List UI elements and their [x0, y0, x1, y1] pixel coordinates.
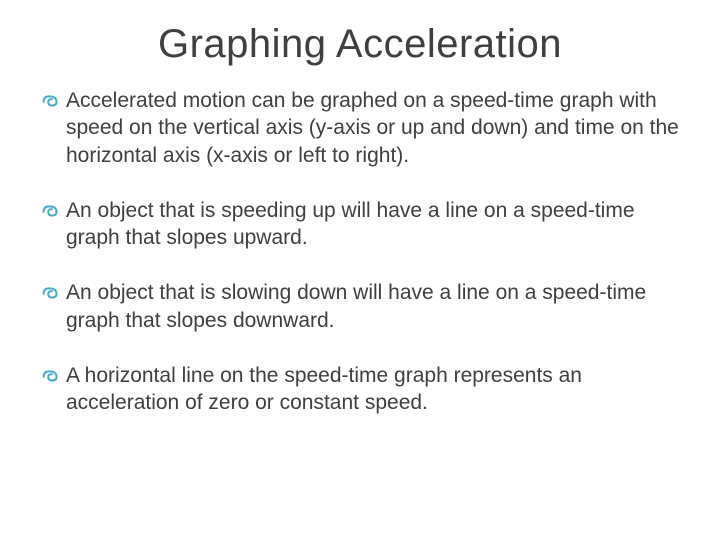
list-item: An object that is slowing down will have… — [40, 279, 680, 334]
list-item: A horizontal line on the speed-time grap… — [40, 362, 680, 417]
swirl-bullet-icon — [40, 199, 62, 221]
swirl-bullet-icon — [40, 364, 62, 386]
swirl-bullet-icon — [40, 89, 62, 111]
list-item-text: An object that is speeding up will have … — [66, 197, 680, 252]
page-title: Graphing Acceleration — [0, 0, 720, 77]
list-item-text: A horizontal line on the speed-time grap… — [66, 362, 680, 417]
list-item-text: Accelerated motion can be graphed on a s… — [66, 87, 680, 169]
list-item-text: An object that is slowing down will have… — [66, 279, 680, 334]
swirl-bullet-icon — [40, 281, 62, 303]
bullet-list: Accelerated motion can be graphed on a s… — [0, 77, 720, 417]
list-item: An object that is speeding up will have … — [40, 197, 680, 252]
list-item: Accelerated motion can be graphed on a s… — [40, 87, 680, 169]
